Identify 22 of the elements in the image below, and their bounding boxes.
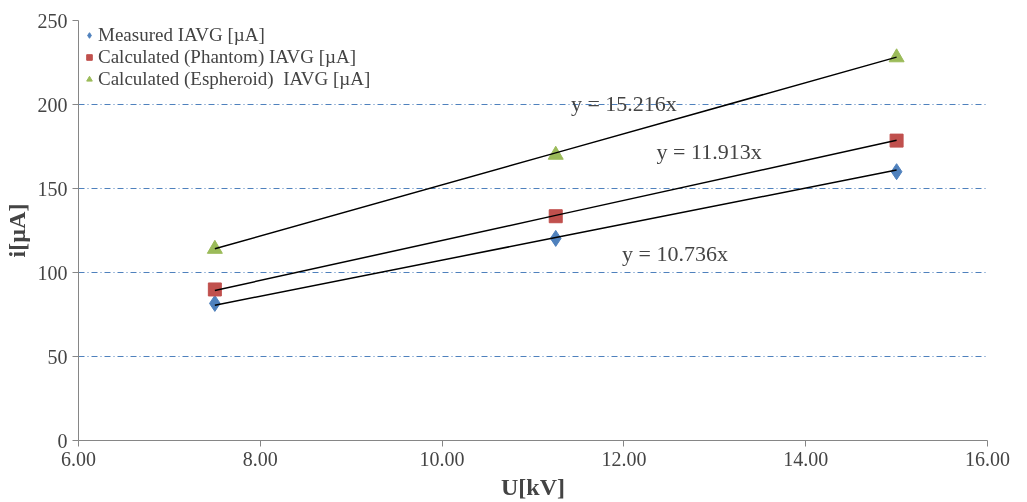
x-tick-label: 8.00 [242,447,278,470]
y-tick-label: 100 [37,261,68,284]
y-tick-label: 50 [47,345,68,368]
y-axis-title: i[µA] [3,203,30,258]
y-tick-label: 150 [37,177,68,200]
point [889,133,904,148]
point [207,282,222,297]
annotation: y = 10.736x [622,241,728,267]
y-tick-label: 250 [37,9,68,32]
x-tick-label: 14.00 [783,447,829,470]
legend-label: Calculated (Espheroid) IAVG [µA] [98,68,371,90]
y-tick-label: 200 [37,93,68,116]
annotation: y = 15.216x [570,91,677,117]
legend-label: Calculated (Phantom) IAVG [µA] [98,46,357,68]
x-tick-label: 16.00 [965,447,1010,470]
x-tick-label: 10.00 [419,447,465,470]
point [890,163,903,181]
x-tick-label: 12.00 [601,447,647,470]
annotation: y = 11.913x [656,139,762,165]
point [888,48,905,63]
legend-label: Measured IAVG [µA] [98,24,265,46]
x-axis-title: U[kV] [501,473,565,500]
